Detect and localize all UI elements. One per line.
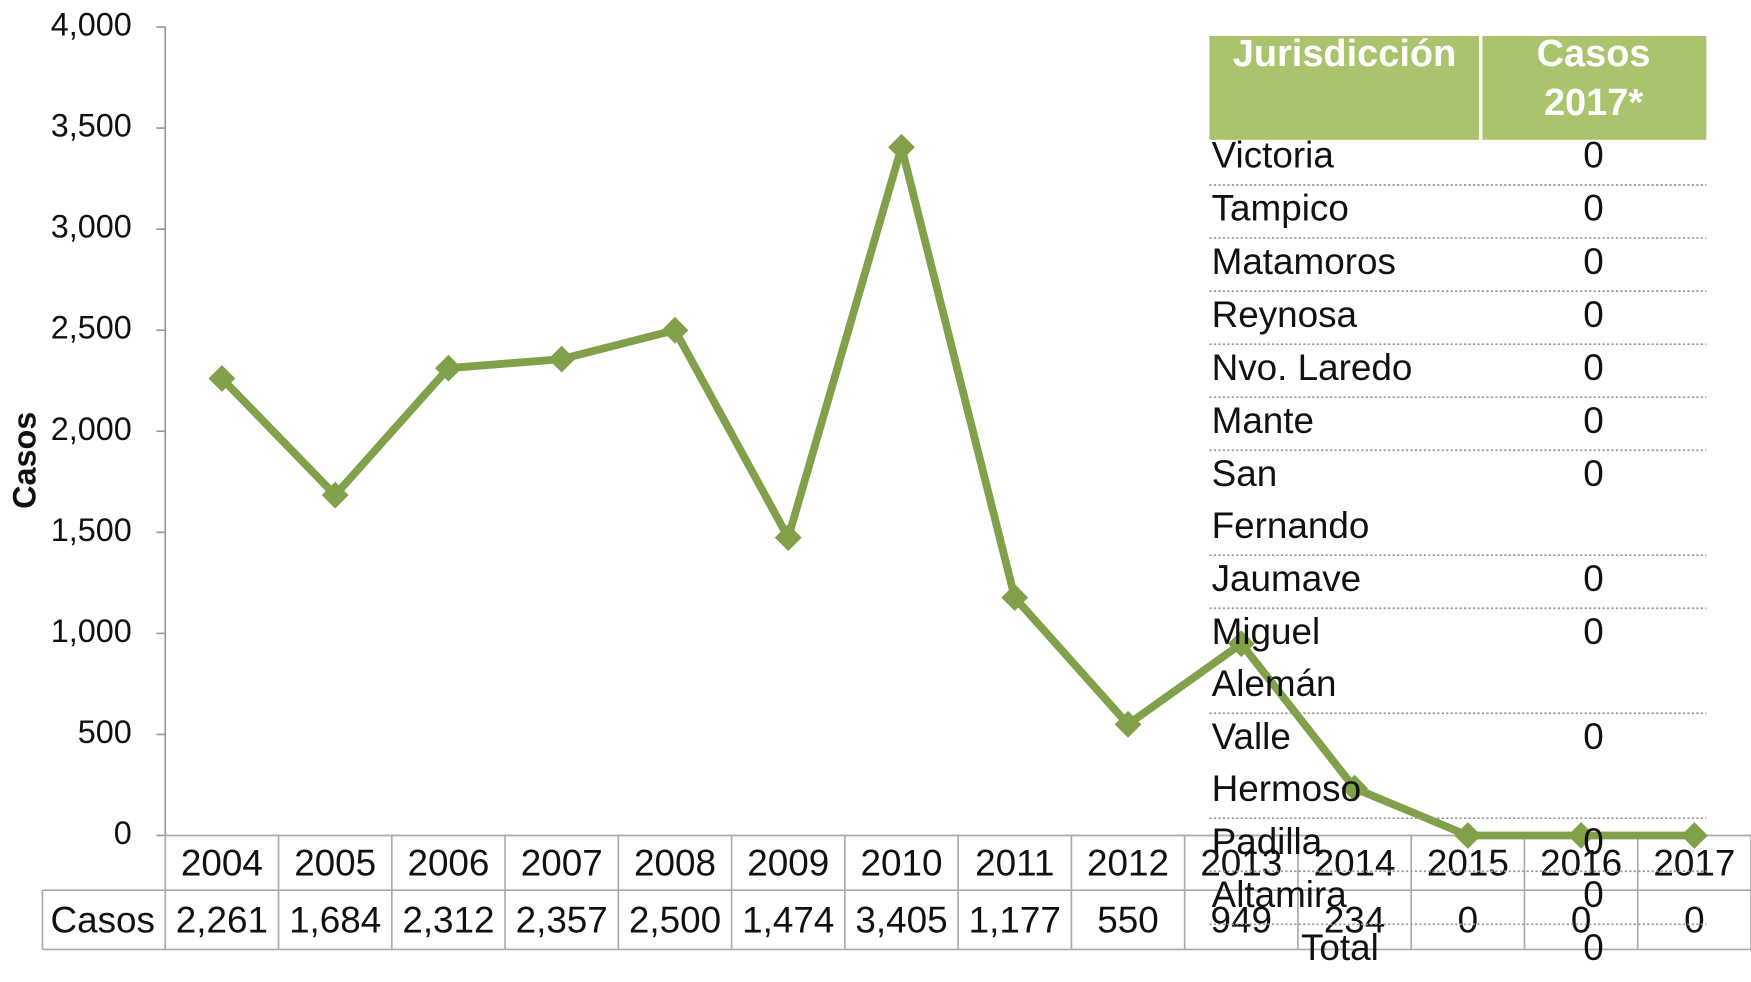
x-tick-label: 2007 (521, 842, 603, 883)
data-label: 0 (1684, 899, 1705, 940)
y-tick-label: 0 (114, 815, 132, 851)
x-tick-label: 2017 (1653, 842, 1735, 883)
table-cell: Matamoros (1212, 241, 1396, 282)
table-cell: 0 (1583, 400, 1604, 441)
y-axis-label: Casos (6, 412, 42, 509)
table-cell: Tampico (1212, 188, 1349, 229)
table-cell: 0 (1583, 611, 1604, 652)
table-cell: 0 (1583, 821, 1604, 862)
table-cell: 0 (1583, 558, 1604, 599)
marker (1341, 774, 1368, 802)
data-label: 1,177 (969, 899, 1061, 940)
marker (208, 365, 236, 392)
table-cell: San Fernando (1212, 453, 1370, 546)
data-label: 2,500 (629, 899, 721, 940)
data-label: 1,474 (742, 899, 834, 940)
y-tick-label: 4,000 (51, 7, 132, 43)
x-tick-label: 2013 (1200, 842, 1282, 883)
data-label: 949 (1211, 899, 1272, 940)
y-tick-label: 1,500 (51, 512, 132, 548)
table-cell: Jaumave (1212, 558, 1361, 599)
y-tick-label: 3,500 (51, 108, 132, 144)
marker (548, 345, 576, 373)
marker (321, 481, 349, 509)
line (219, 143, 1695, 840)
data-label: 1,684 (289, 899, 381, 940)
x-tick-label: 2010 (861, 842, 943, 883)
y-tick-label: 2,000 (51, 411, 132, 447)
marker (1454, 822, 1482, 849)
table-cell: Mante (1212, 400, 1314, 441)
table-cell: Victoria (1212, 135, 1335, 176)
x-tick-label: 2004 (181, 842, 263, 883)
y-tick-label: 2,500 (51, 310, 132, 346)
data-label: 234 (1324, 899, 1385, 940)
table-cell: Valle Hermoso (1212, 716, 1361, 809)
data-label: 0 (1458, 899, 1479, 940)
data-label: 2,357 (516, 899, 608, 940)
x-tick-label: 2009 (747, 842, 829, 883)
marker (1114, 710, 1142, 738)
x-tick-label: 2014 (1314, 842, 1396, 883)
data-label: 3,405 (855, 899, 947, 940)
table-cell: 0 (1583, 135, 1604, 176)
table-cell: Total (1301, 927, 1379, 968)
table-row-label: Casos (51, 899, 155, 940)
table-cell: 0 (1583, 453, 1604, 494)
marker (661, 316, 689, 344)
y-tick-label: 3,000 (51, 209, 132, 245)
header-cell: Jurisdicción (1233, 33, 1457, 75)
x-tick-label: 2015 (1427, 842, 1509, 883)
x-tick-label: 2011 (975, 842, 1054, 883)
table-cell: 0 (1583, 241, 1604, 282)
marker (888, 133, 915, 161)
data-label: 550 (1097, 899, 1158, 940)
table-cell: 0 (1583, 874, 1604, 915)
table-cell: 0 (1583, 347, 1604, 388)
table-cell: 0 (1583, 294, 1604, 335)
y-tick-label: 500 (78, 714, 132, 750)
y-tick-label: 1,000 (51, 613, 132, 649)
x-tick-label: 2016 (1540, 842, 1622, 883)
x-tick-label: 2008 (634, 842, 716, 883)
table-cell: Miguel Alemán (1212, 611, 1337, 704)
data-label: 0 (1571, 899, 1592, 940)
marker (1680, 822, 1708, 849)
x-tick-label: 2006 (407, 842, 489, 883)
marker (774, 524, 802, 551)
marker (1227, 630, 1255, 658)
data-label: 2,261 (176, 899, 268, 940)
marker (1001, 584, 1029, 612)
table-cell: Altamira (1212, 874, 1348, 915)
marker (1567, 822, 1595, 849)
header-cell: Casos 2017* (1537, 33, 1651, 124)
x-tick-label: 2012 (1087, 842, 1169, 883)
table-cell: Padilla (1212, 821, 1323, 862)
marker (435, 354, 462, 382)
table-cell: 0 (1583, 716, 1604, 757)
table-cell: Reynosa (1212, 294, 1358, 335)
table-cell: 0 (1583, 188, 1604, 229)
x-tick-label: 2005 (294, 842, 376, 883)
data-label: 2,312 (402, 899, 494, 940)
table-cell: Nvo. Laredo (1212, 347, 1413, 388)
table-cell: 0 (1583, 927, 1604, 968)
table-header (1209, 35, 1707, 140)
